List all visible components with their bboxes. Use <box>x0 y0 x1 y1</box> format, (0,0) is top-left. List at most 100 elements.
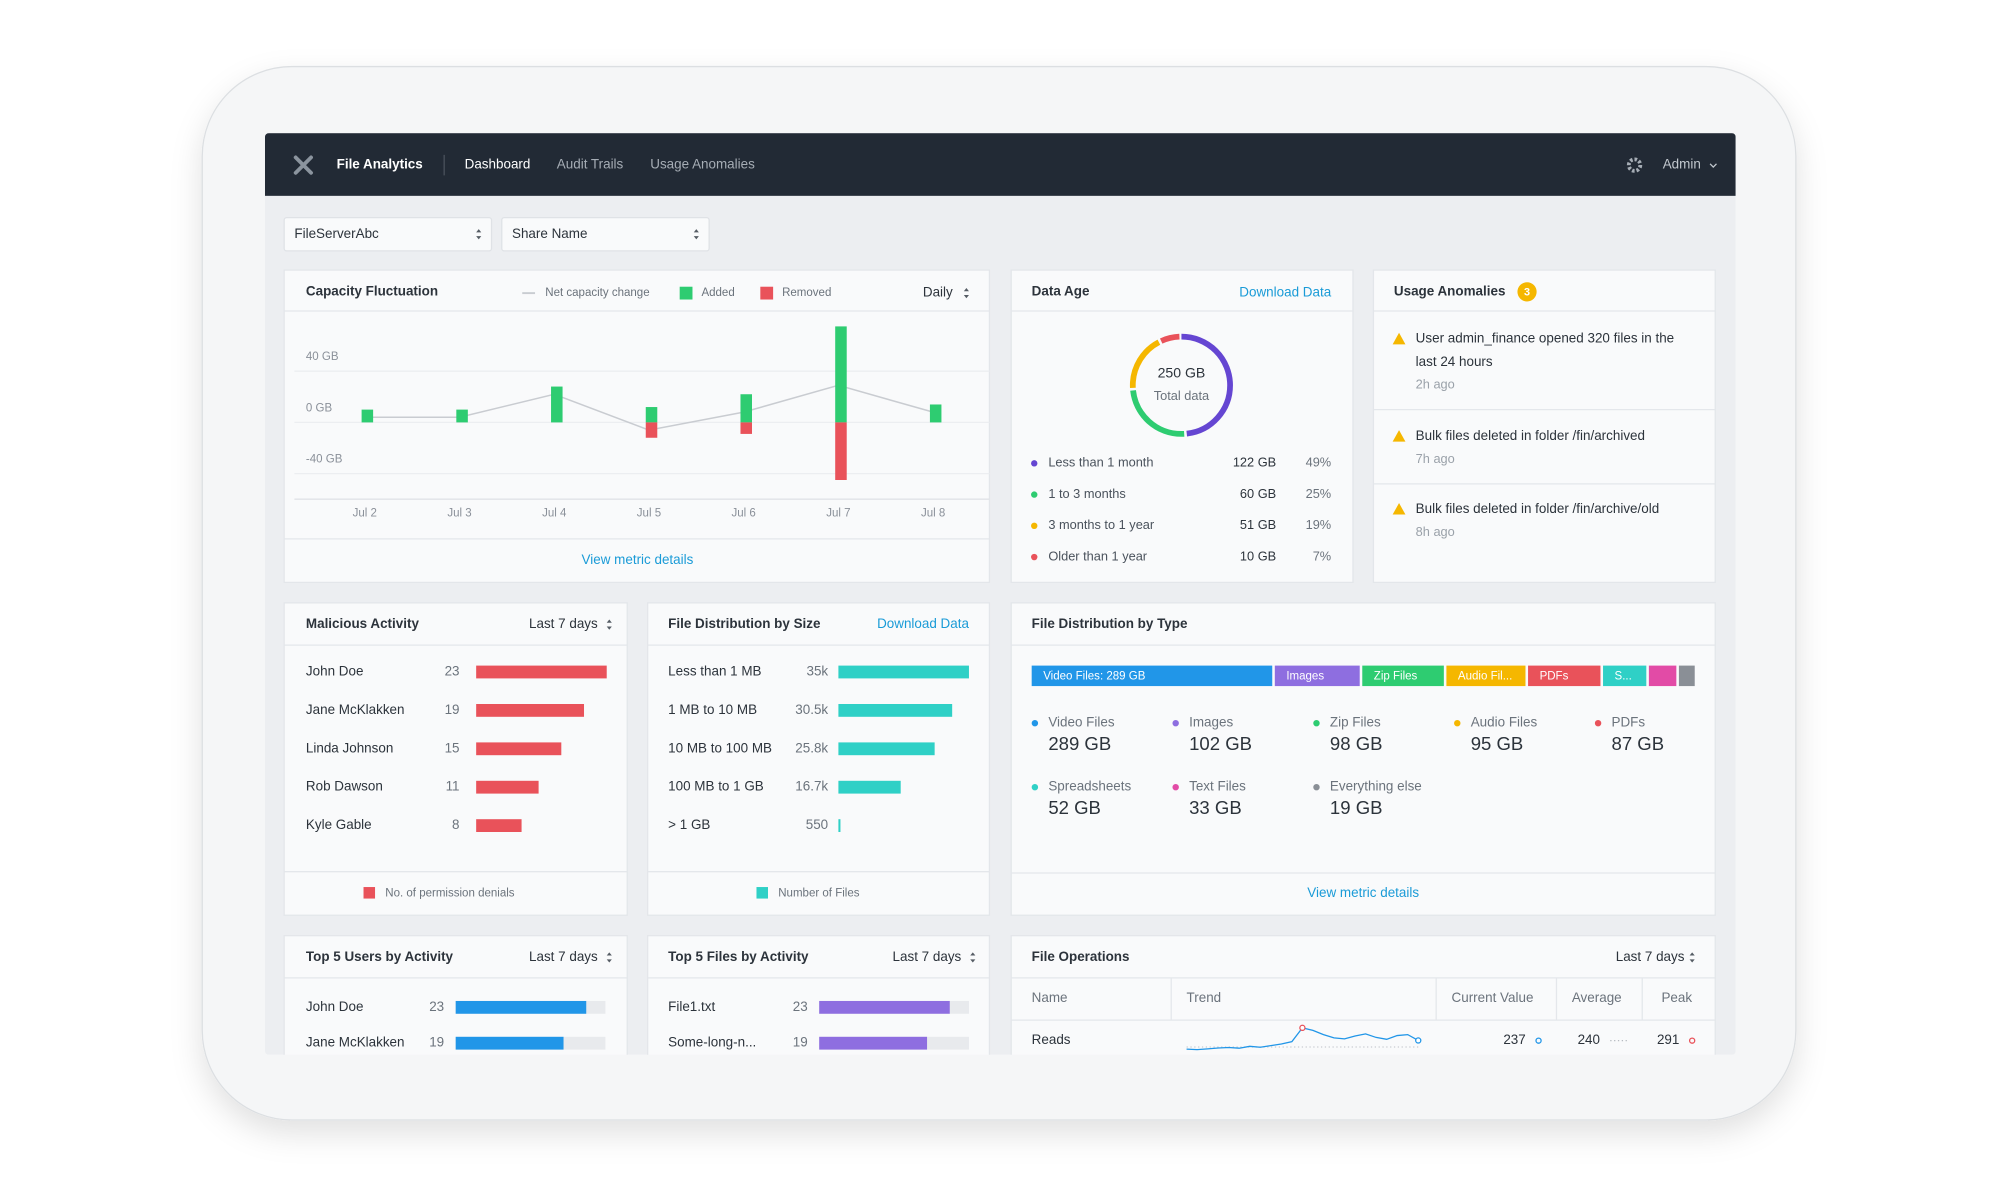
anomaly-text[interactable]: User admin_finance opened 320 files in t… <box>1416 331 1674 346</box>
row-value: 23 <box>793 999 808 1014</box>
card <box>283 935 628 1055</box>
period-select[interactable]: Last 7 days <box>893 949 962 964</box>
sort-icon[interactable] <box>693 229 699 240</box>
x-tick-label: Jul 5 <box>637 507 661 519</box>
segment-label: S... <box>1615 671 1632 683</box>
card <box>1372 269 1716 584</box>
peak-value: 291 <box>1657 1032 1679 1047</box>
row-value: 23 <box>429 999 444 1014</box>
type-segment <box>1648 665 1677 687</box>
age-label: 3 months to 1 year <box>1048 517 1155 532</box>
filter-select[interactable] <box>283 216 493 252</box>
period-select[interactable]: Last 7 days <box>1616 949 1685 964</box>
type-value: 87 GB <box>1612 733 1665 754</box>
donut-total: 250 GB <box>1158 364 1206 380</box>
row-value: 15 <box>445 740 460 755</box>
nav-tab[interactable]: Audit Trails <box>557 157 624 172</box>
capacity-bar <box>645 407 658 423</box>
legend-swatch <box>679 286 693 300</box>
nav-tab[interactable]: Usage Anomalies <box>650 157 755 172</box>
age-percent: 25% <box>1306 486 1332 501</box>
legend-dot <box>1031 491 1038 498</box>
type-value: 95 GB <box>1471 733 1524 754</box>
current-marker <box>1535 1037 1542 1044</box>
row-label: John Doe <box>306 664 364 679</box>
row-label: Linda Johnson <box>306 740 393 755</box>
type-label: Video Files <box>1048 715 1115 730</box>
metric-details-link[interactable]: View metric details <box>582 552 694 567</box>
sort-icon[interactable] <box>1689 952 1695 963</box>
download-link[interactable]: Download Data <box>1239 285 1331 300</box>
bar <box>476 665 607 679</box>
x-tick-label: Jul 4 <box>542 507 567 519</box>
filter-select[interactable] <box>501 216 710 252</box>
screen: File Analytics Dashboard Audit Trails Usage… <box>264 133 1736 1055</box>
anomaly-text[interactable]: Bulk files deleted in folder /fin/archiv… <box>1416 428 1645 443</box>
card-title: Malicious Activity <box>306 616 420 631</box>
row-label: John Doe <box>306 999 364 1014</box>
x-tick-label: Jul 6 <box>732 507 756 519</box>
y-tick-label: 0 GB <box>306 402 333 414</box>
settings-icon[interactable] <box>1626 157 1643 173</box>
bar <box>838 819 841 832</box>
anomaly-text[interactable]: Bulk files deleted in folder /fin/archiv… <box>1416 501 1660 516</box>
sort-icon[interactable] <box>606 619 612 630</box>
x-tick-label: Jul 8 <box>921 507 945 519</box>
bar <box>838 665 969 679</box>
sort-icon[interactable] <box>476 229 482 240</box>
capacity-bar <box>551 386 563 423</box>
card-title: File Distribution by Type <box>1032 616 1188 631</box>
segment-label: Video Files: 289 GB <box>1043 671 1146 683</box>
type-label: Spreadsheets <box>1048 779 1131 794</box>
metric-details-link[interactable]: View metric details <box>1307 885 1419 900</box>
anomaly-time: 8h ago <box>1416 524 1455 539</box>
period-select[interactable]: Last 7 days <box>529 949 598 964</box>
type-label: PDFs <box>1612 715 1646 730</box>
count-badge <box>1517 282 1537 302</box>
x-tick-label: Jul 2 <box>353 507 377 519</box>
type-segment <box>1031 665 1273 687</box>
legend-dot <box>1031 784 1039 791</box>
download-link[interactable]: Download Data <box>877 616 969 631</box>
row-value: 30.5k <box>795 702 828 717</box>
row-label: Rob Dawson <box>306 779 383 794</box>
bar <box>838 780 901 794</box>
capacity-bar <box>456 409 468 423</box>
sort-icon[interactable] <box>963 288 969 299</box>
card <box>283 602 628 916</box>
type-label: Everything else <box>1330 779 1422 794</box>
filter-value: Share Name <box>512 226 587 241</box>
capacity-bar <box>645 422 658 438</box>
row-value: 19 <box>793 1035 808 1050</box>
y-tick-label: -40 GB <box>306 454 343 466</box>
legend-dot <box>1031 460 1038 467</box>
sort-icon[interactable] <box>606 952 612 963</box>
bar <box>819 1000 950 1014</box>
warning-icon <box>1392 332 1406 345</box>
type-segment <box>1603 665 1647 687</box>
anomaly-text[interactable]: last 24 hours <box>1416 354 1493 369</box>
capacity-bar <box>361 409 374 423</box>
row-label: Kyle Gable <box>306 817 372 832</box>
row-label: Jane McKlakken <box>306 702 405 717</box>
row-value: 23 <box>445 664 460 679</box>
legend-dot <box>1594 720 1602 727</box>
type-label: Text Files <box>1189 779 1246 794</box>
type-value: 102 GB <box>1189 733 1252 754</box>
type-segment <box>1528 665 1601 687</box>
row-label: Less than 1 MB <box>668 664 761 679</box>
capacity-bar <box>929 404 942 423</box>
nav-tab[interactable]: Dashboard <box>465 157 531 172</box>
period-select[interactable]: Last 7 days <box>529 616 598 631</box>
user-menu[interactable]: Admin <box>1663 157 1701 172</box>
sort-icon[interactable] <box>970 952 976 963</box>
period-select[interactable]: Daily <box>923 285 953 300</box>
legend-label: Added <box>701 287 734 299</box>
column-header: Current Value <box>1452 990 1534 1005</box>
row-label: 10 MB to 100 MB <box>668 740 772 755</box>
type-segment <box>1274 665 1360 687</box>
type-value: 289 GB <box>1048 733 1111 754</box>
row-name: Reads <box>1032 1032 1071 1047</box>
age-label: Older than 1 year <box>1048 548 1147 563</box>
x-tick-label: Jul 3 <box>447 507 471 519</box>
